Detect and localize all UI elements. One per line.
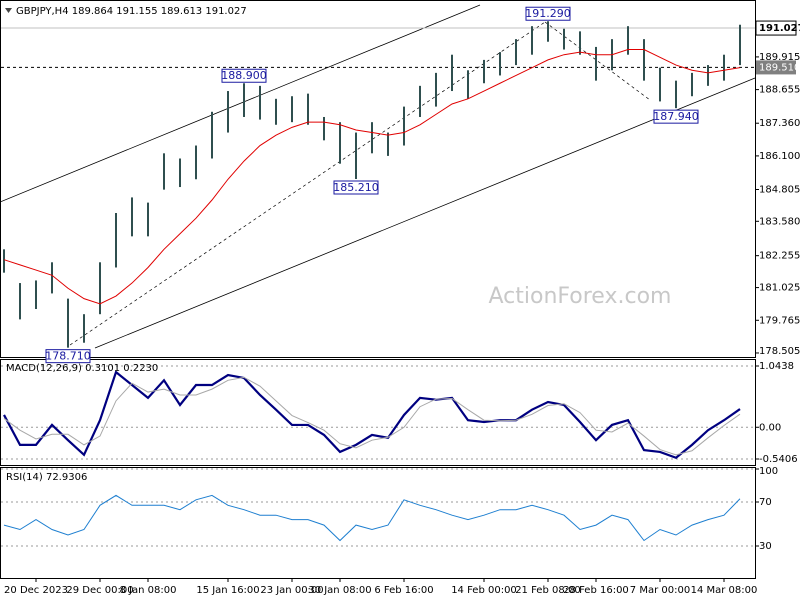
y-tick-label: 184.805 — [759, 185, 800, 196]
annotation-box — [653, 109, 699, 124]
rsi-panel — [0, 467, 756, 579]
y-tick-label: 191.027 — [759, 23, 800, 34]
annotation-box — [333, 180, 379, 195]
x-tick-label: 20 Dec 2023 — [4, 585, 68, 596]
moving-average — [3, 49, 741, 305]
y-tick-label: 1.0438 — [759, 361, 794, 372]
y-tick-label: 178.505 — [759, 346, 800, 357]
price-panel — [0, 0, 756, 358]
x-tick-label: 29 Dec 00:00 — [66, 585, 133, 596]
y-tick-label: 189.915 — [759, 52, 800, 63]
y-tick-label: 186.100 — [759, 151, 800, 162]
x-tick-label: 28 Feb 16:00 — [563, 585, 629, 596]
y-tick-label: 0.00 — [759, 422, 781, 433]
x-tick-label: 6 Feb 16:00 — [374, 585, 433, 596]
annotation-label: 187.940 — [653, 110, 699, 123]
annotation-label: 191.290 — [525, 7, 571, 20]
x-tick-label: 21 Feb 08:00 — [515, 585, 581, 596]
annotation-label: 185.210 — [333, 181, 379, 194]
annotation-box — [45, 349, 91, 364]
y-tick-label: 183.580 — [759, 216, 800, 227]
x-tick-label: 14 Mar 08:00 — [691, 585, 758, 596]
y-tick-label: 188.655 — [759, 85, 800, 96]
x-tick-label: 7 Mar 00:00 — [630, 585, 690, 596]
y-tick-label: 70 — [759, 497, 772, 508]
channel-lower — [94, 77, 756, 349]
y-tick-label: 30 — [759, 541, 772, 552]
macd-line — [3, 376, 741, 456]
x-tick-label: 15 Jan 16:00 — [196, 585, 259, 596]
annotation-label: 178.710 — [45, 350, 91, 363]
macd-panel — [0, 359, 756, 466]
macd-title: MACD(12,26,9) 0.3101 0.2230 — [6, 363, 158, 374]
channel-upper — [0, 4, 481, 203]
y-tick-label: 187.360 — [759, 118, 800, 129]
macd-line — [3, 370, 741, 460]
annotation-box — [525, 6, 571, 21]
watermark: ActionForex.com — [489, 284, 672, 309]
x-tick-label: 8 Jan 08:00 — [120, 585, 177, 596]
y-tick-label: 100 — [759, 466, 778, 477]
annotation-box — [221, 68, 267, 83]
level-label-box — [756, 60, 796, 75]
y-tick-label: 182.255 — [759, 251, 800, 262]
rsi-line — [3, 494, 741, 542]
bid-label-box — [755, 20, 797, 36]
y-tick-label: -0.5406 — [759, 454, 798, 465]
y-tick-label: 179.765 — [759, 315, 800, 326]
x-tick-label: 14 Feb 00:00 — [451, 585, 517, 596]
x-tick-label: 30 Jan 08:00 — [308, 585, 371, 596]
y-tick-label: 181.025 — [759, 283, 800, 294]
chart-title: GBPJPY,H4 189.864 191.155 189.613 191.02… — [16, 6, 247, 17]
x-tick-label: 23 Jan 00:00 — [260, 585, 323, 596]
trend-dashed — [544, 21, 651, 101]
rsi-title: RSI(14) 72.9306 — [6, 472, 87, 483]
symbol-icon — [5, 8, 12, 13]
y-tick-label: 189.510 — [759, 62, 800, 73]
annotation-label: 188.900 — [221, 69, 267, 82]
